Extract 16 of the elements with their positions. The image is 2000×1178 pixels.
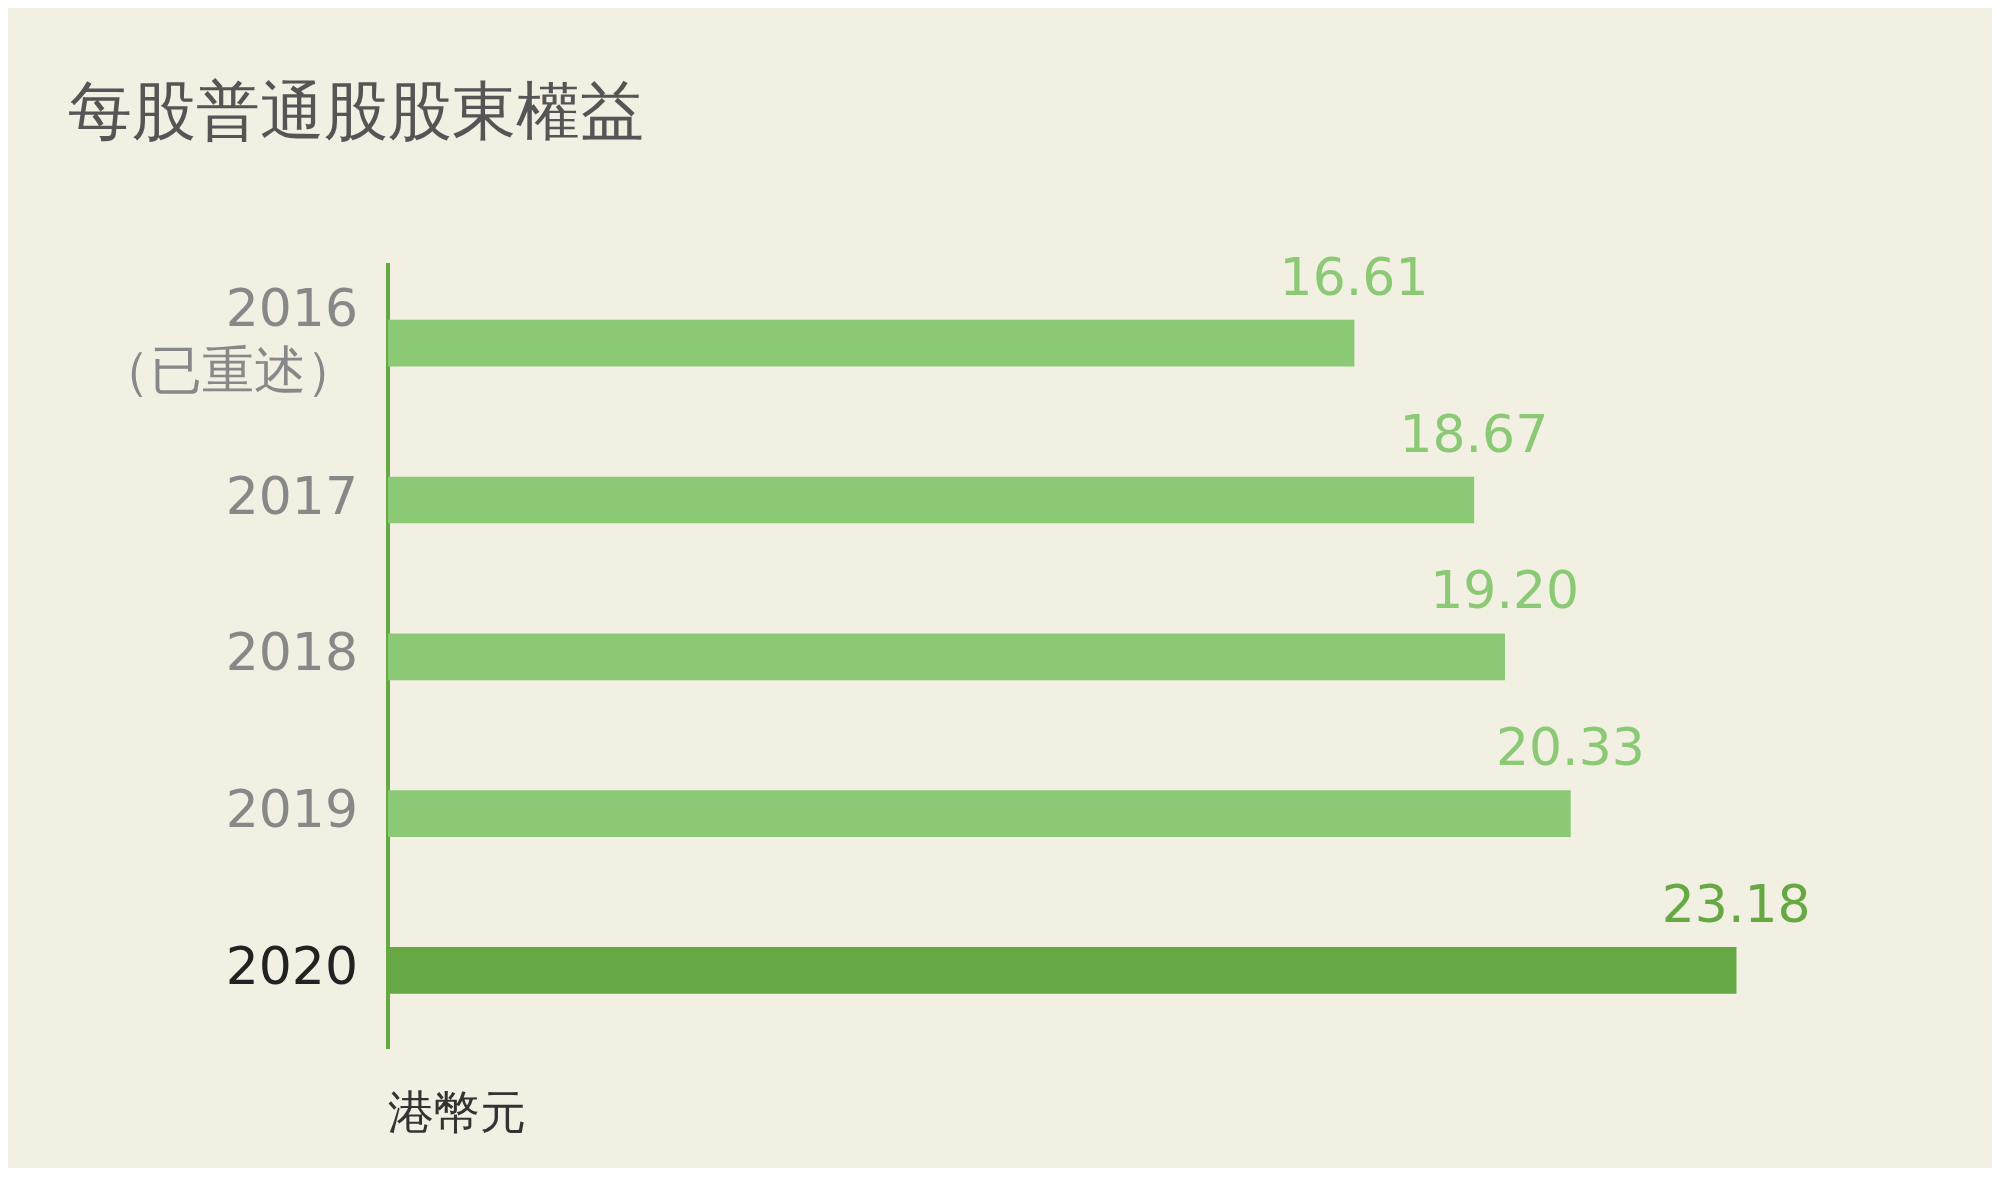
data-label: 18.67 [1399, 403, 1549, 464]
y-tick-label: 2017 [225, 465, 358, 526]
data-label: 19.20 [1430, 560, 1580, 621]
y-tick-label: 2016 （已重述） [98, 277, 358, 400]
data-label: 23.18 [1661, 873, 1811, 934]
y-tick-label: 2020 [225, 935, 358, 996]
bar [388, 633, 1505, 681]
x-axis-title: 港幣元 [388, 1085, 526, 1140]
bar [388, 476, 1475, 524]
data-label: 16.61 [1279, 246, 1429, 307]
bar [388, 319, 1355, 367]
y-tick-label: 2019 [225, 779, 358, 840]
data-label: 20.33 [1495, 717, 1645, 778]
bar [388, 790, 1571, 837]
y-tick-label: 2018 [225, 622, 358, 683]
chart-title: 每股普通股股東權益 [68, 74, 644, 149]
